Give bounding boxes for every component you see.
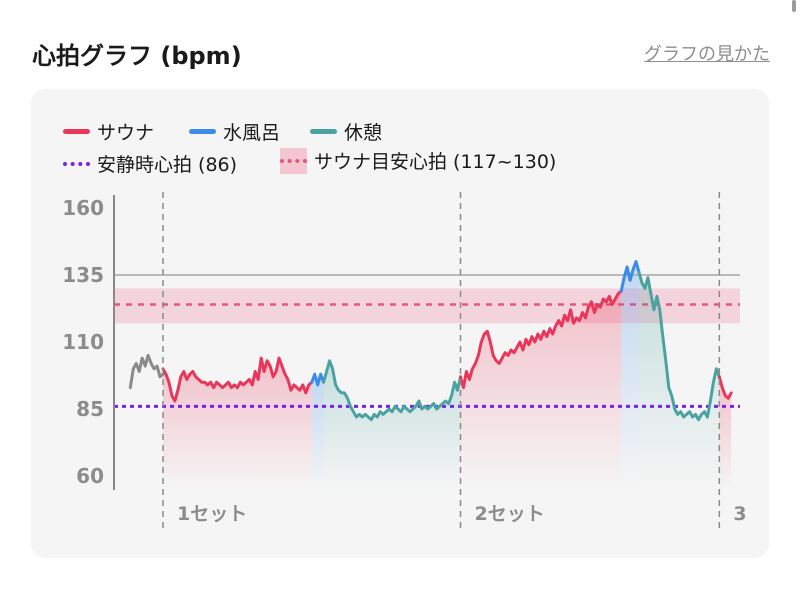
series-line-water_bath-2 xyxy=(310,372,326,387)
legend-item-resting-hr: 安静時心拍 (86) xyxy=(63,150,237,177)
series-line-pre-0 xyxy=(128,353,165,390)
legend-item-sauna: サウナ xyxy=(63,118,154,145)
series-area-rest-3 xyxy=(323,360,461,490)
legend-item-target-hr: サウナ目安心拍 (117~130) xyxy=(280,147,556,174)
legend-item-rest: 休憩 xyxy=(310,118,382,145)
legend-label-resting-hr: 安静時心拍 (86) xyxy=(97,154,238,176)
series-line-rest-3 xyxy=(322,359,462,422)
set-marker-label-3: 3 xyxy=(733,503,746,525)
page-title: 心拍グラフ (bpm) xyxy=(32,42,242,70)
series-line-sauna-4 xyxy=(459,289,623,390)
series-line-sauna-7 xyxy=(717,375,733,400)
legend-item-water-bath: 水風呂 xyxy=(189,118,280,145)
series-line-sauna-1 xyxy=(161,356,314,403)
legend-swatch-target-hr xyxy=(280,147,307,174)
series-area-sauna-4 xyxy=(460,291,622,490)
legend-label-rest: 休憩 xyxy=(344,122,383,144)
set-marker-label-2: 2セット xyxy=(475,503,545,525)
legend-swatch-resting-hr xyxy=(63,161,90,166)
legend-swatch-rest xyxy=(310,129,337,134)
legend-label-target-hr: サウナ目安心拍 (117~130) xyxy=(314,151,557,173)
series-area-water_bath-5 xyxy=(621,261,639,490)
legend: サウナ 水風呂 休憩 安静時心拍 (86) サウナ目安心拍 (117~130) xyxy=(31,118,769,178)
series-line-rest-6 xyxy=(637,270,721,422)
set-marker-label-1: 1セット xyxy=(177,503,247,525)
graph-help-link[interactable]: グラフの見かた xyxy=(644,44,770,65)
header: 心拍グラフ (bpm) グラフの見かた xyxy=(32,34,770,74)
y-tick-label-110: 110 xyxy=(62,330,104,354)
legend-label-water-bath: 水風呂 xyxy=(223,122,281,144)
y-tick-label-135: 135 xyxy=(62,263,104,287)
legend-swatch-water-bath xyxy=(189,129,216,134)
scroll-indicator[interactable] xyxy=(792,0,796,12)
series-line-water_bath-5 xyxy=(619,260,641,293)
y-tick-label-85: 85 xyxy=(76,397,104,421)
y-tick-label-160: 160 xyxy=(62,196,104,220)
y-tick-label-60: 60 xyxy=(76,464,104,488)
series-area-water_bath-2 xyxy=(311,374,324,490)
legend-swatch-sauna xyxy=(63,129,90,134)
series-area-rest-6 xyxy=(639,272,720,490)
legend-label-sauna: サウナ xyxy=(97,122,155,144)
series-area-sauna-1 xyxy=(163,358,312,490)
